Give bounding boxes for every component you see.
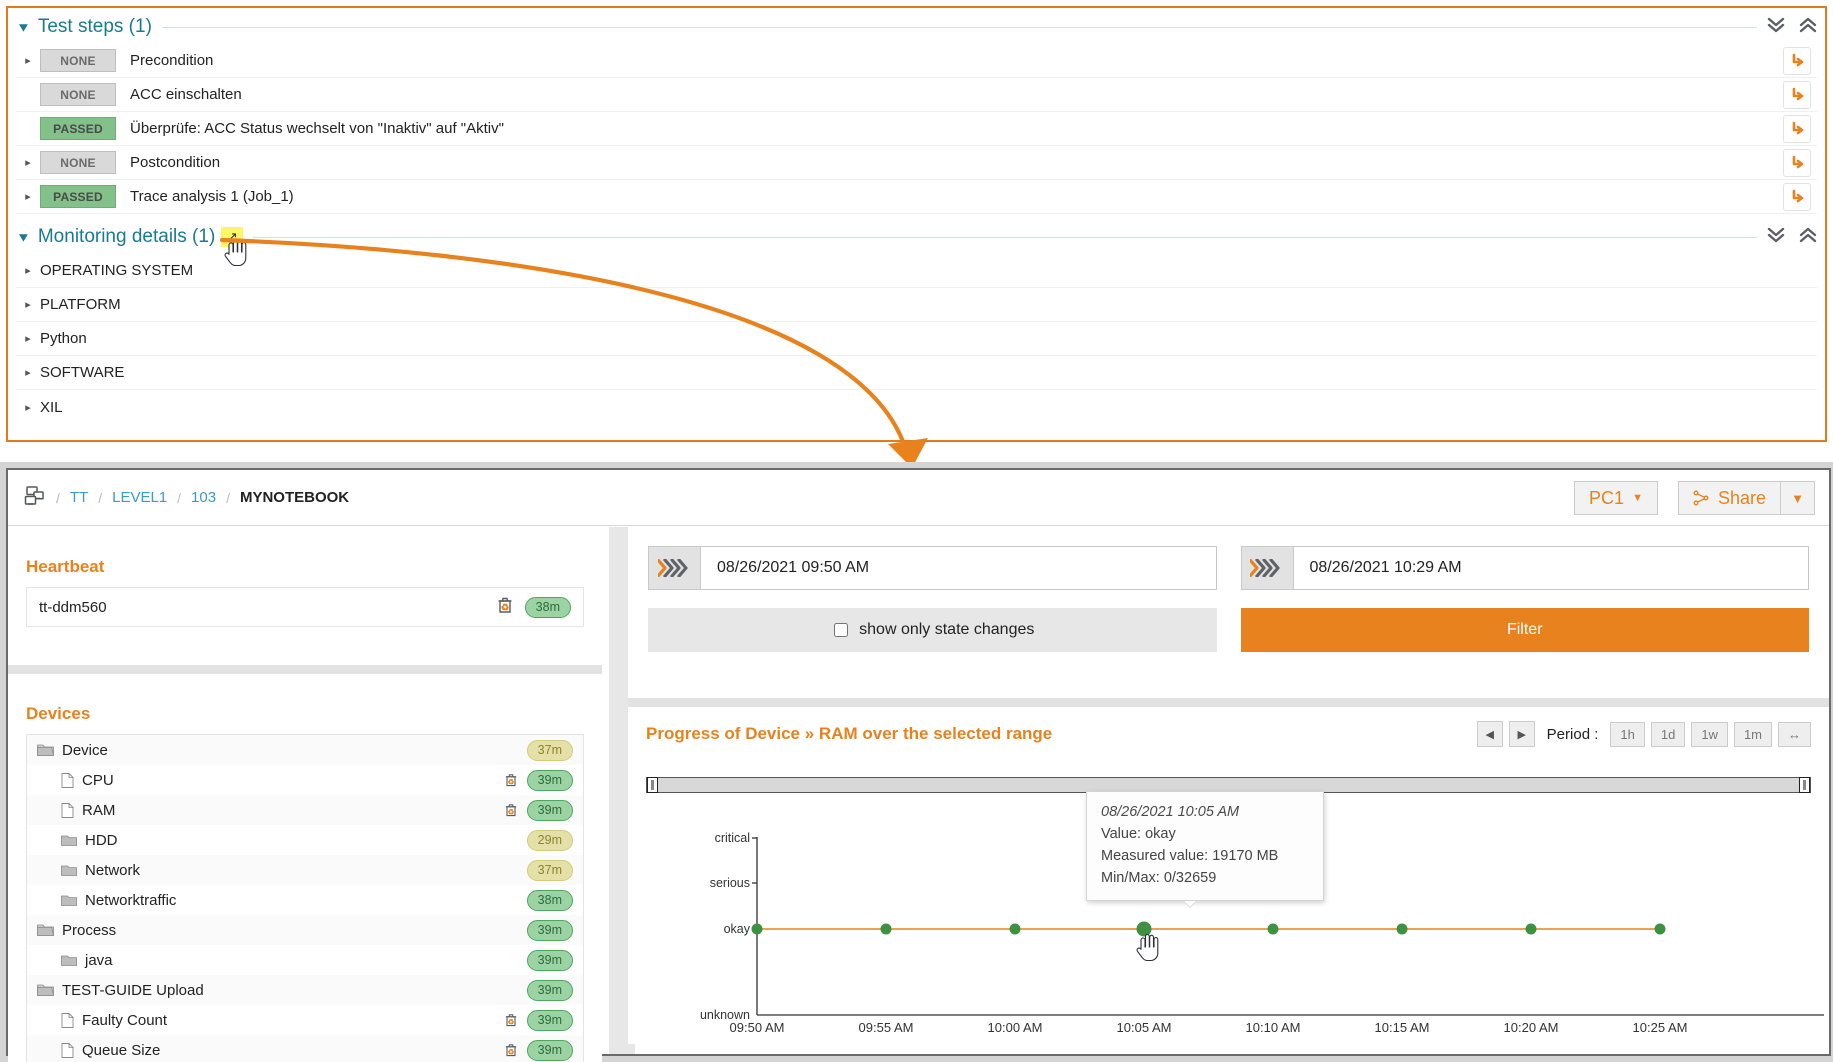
svg-text:♻: ♻ xyxy=(507,807,514,816)
svg-text:♻: ♻ xyxy=(507,1047,514,1056)
svg-text:♻: ♻ xyxy=(500,603,509,614)
svg-text:10:15 AM: 10:15 AM xyxy=(1375,1020,1430,1035)
svg-text:10:05 AM: 10:05 AM xyxy=(1117,1020,1172,1035)
svg-text:critical: critical xyxy=(715,831,750,845)
svg-text:09:55 AM: 09:55 AM xyxy=(859,1020,914,1035)
svg-text:10:20 AM: 10:20 AM xyxy=(1504,1020,1559,1035)
svg-text:serious: serious xyxy=(710,876,750,890)
svg-text:♻: ♻ xyxy=(507,777,514,786)
svg-text:09:50 AM: 09:50 AM xyxy=(730,1020,785,1035)
svg-text:10:10 AM: 10:10 AM xyxy=(1246,1020,1301,1035)
svg-text:10:00 AM: 10:00 AM xyxy=(988,1020,1043,1035)
svg-text:♻: ♻ xyxy=(507,1017,514,1026)
svg-text:10:25 AM: 10:25 AM xyxy=(1633,1020,1688,1035)
svg-text:okay: okay xyxy=(724,922,751,936)
